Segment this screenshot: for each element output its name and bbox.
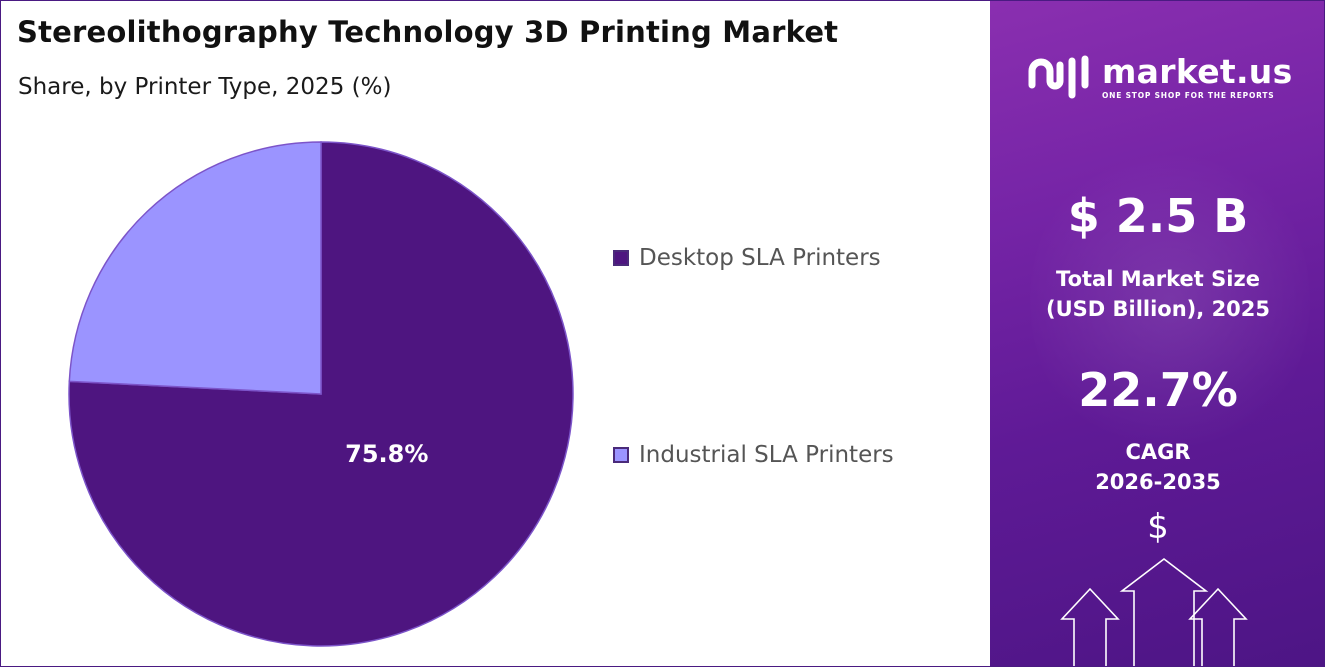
cagr-value: 22.7% [1078,363,1238,417]
cagr-label: CAGR [1125,440,1191,464]
market-us-logo: market.us ONE STOP SHOP FOR THE REPORTS [1026,51,1293,103]
logo-tagline: ONE STOP SHOP FOR THE REPORTS [1102,90,1275,100]
legend-swatch-desktop [613,250,629,266]
market-size-value: $ 2.5 B [1067,189,1249,243]
summary-panel: market.us ONE STOP SHOP FOR THE REPORTS … [990,1,1324,666]
chart-subtitle: Share, by Printer Type, 2025 (%) [18,74,392,100]
pie-chart: 75.8% [68,141,574,647]
legend-item-industrial: Industrial SLA Printers [613,442,894,468]
chart-panel: Stereolithography Technology 3D Printing… [1,1,989,666]
chart-title: Stereolithography Technology 3D Printing… [17,15,839,49]
pie-slice-industrial-sla-printers [68,141,322,395]
growth-arrows-icon [1060,557,1248,666]
pie-label-0: 75.8% [345,440,428,468]
market-size-label-1: Total Market Size [1056,267,1260,291]
cagr-period: 2026-2035 [1095,470,1221,494]
market-size-label-2: (USD Billion), 2025 [1045,297,1271,321]
logo-icon [1028,55,1089,99]
legend-label-industrial: Industrial SLA Printers [639,442,894,468]
logo-name: market.us [1102,51,1293,91]
legend-label-desktop: Desktop SLA Printers [639,245,881,271]
legend-item-desktop: Desktop SLA Printers [613,245,881,271]
legend-swatch-industrial [613,447,629,463]
dollar-icon: $ [1147,507,1169,547]
